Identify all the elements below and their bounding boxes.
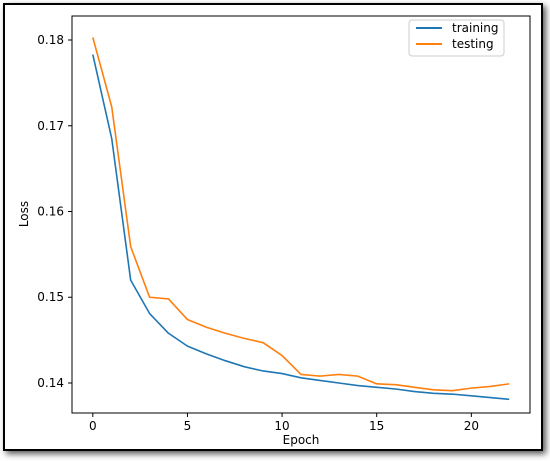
y-axis-label: Loss [17, 201, 31, 227]
plot-area [71, 15, 531, 414]
x-axis-ticks: 0 5 10 15 20 [89, 413, 479, 433]
y-tick-label: 0.18 [37, 33, 64, 47]
x-tick-label: 5 [184, 419, 192, 433]
x-tick-label: 15 [369, 419, 384, 433]
x-tick-label: 10 [274, 419, 289, 433]
series-line-testing [92, 37, 510, 392]
y-tick-label: 0.14 [37, 376, 64, 390]
series-line-training [92, 54, 510, 401]
y-tick-label: 0.16 [37, 204, 64, 218]
y-axis-ticks: 0.14 0.15 0.16 0.17 0.18 [37, 33, 72, 390]
x-tick-label: 0 [89, 419, 97, 433]
legend-label-testing: testing [452, 37, 494, 51]
x-axis-label: Epoch [283, 433, 320, 447]
legend-label-training: training [452, 21, 499, 35]
x-tick-label: 20 [464, 419, 479, 433]
y-tick-label: 0.17 [37, 119, 64, 133]
y-tick-label: 0.15 [37, 290, 64, 304]
series-lines [92, 37, 510, 401]
legend: training testing [408, 19, 505, 57]
